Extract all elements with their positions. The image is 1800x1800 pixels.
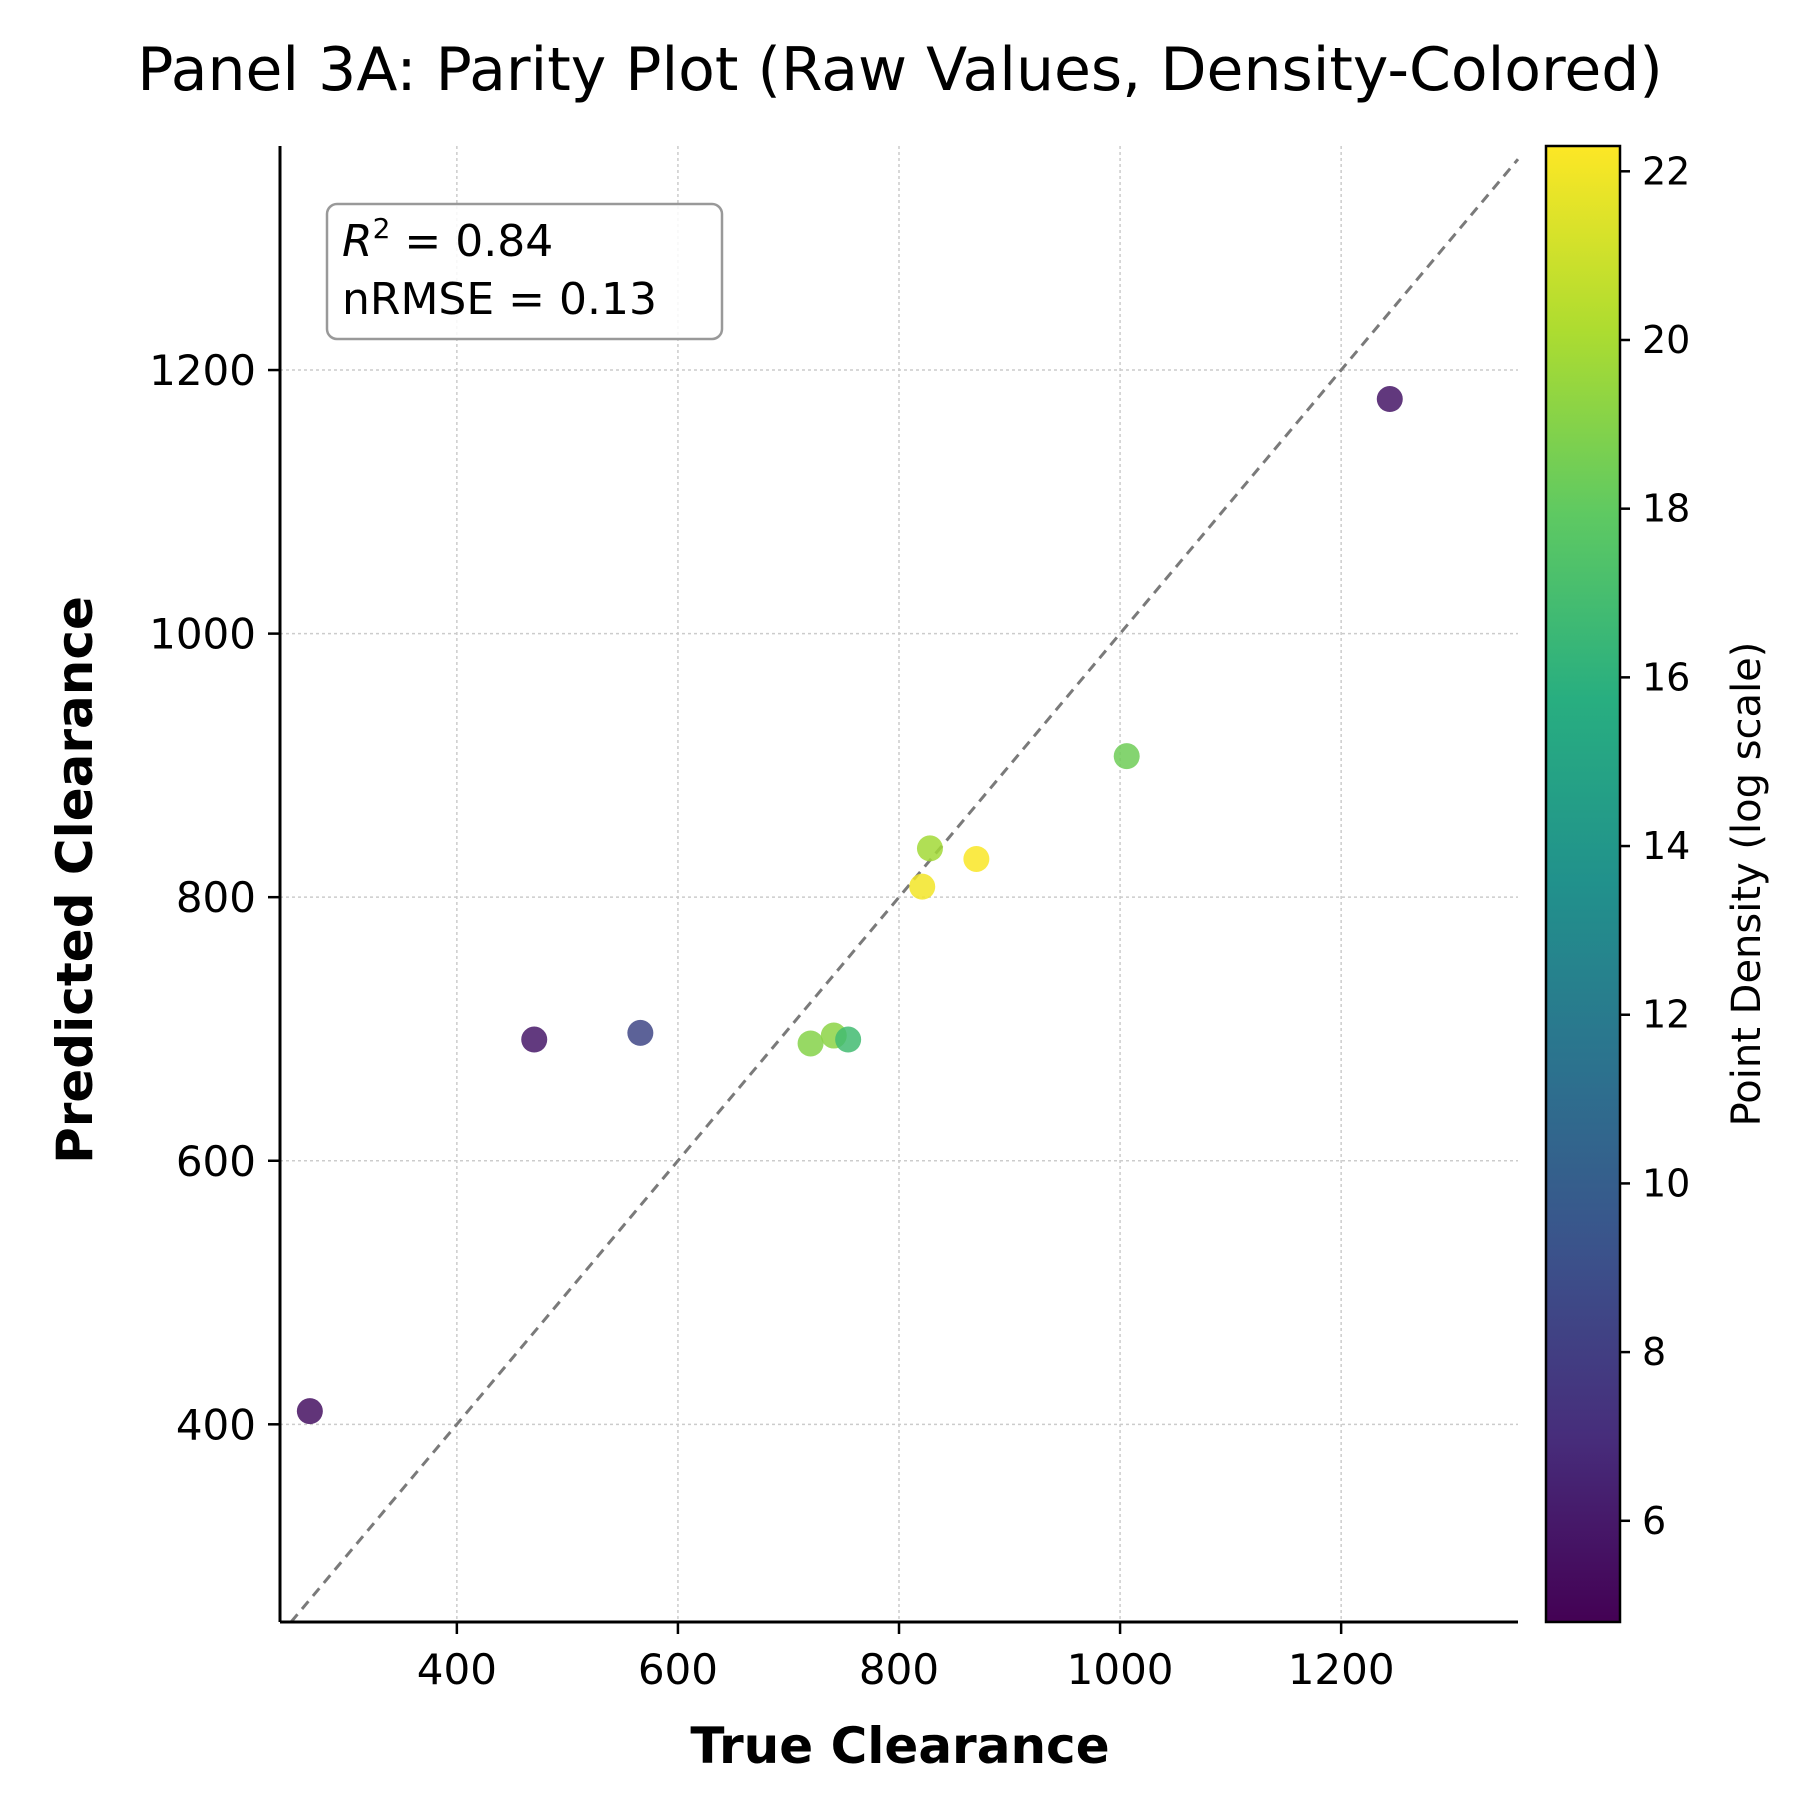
identity-line-layer xyxy=(289,158,1520,1623)
data-point xyxy=(909,873,936,900)
x-axis-label: True Clearance xyxy=(690,1717,1109,1775)
y-tick-label: 600 xyxy=(176,1137,256,1186)
colorbar-tick-label: 12 xyxy=(1642,993,1690,1037)
x-tick-label: 1200 xyxy=(1288,1645,1395,1694)
data-point xyxy=(797,1030,824,1057)
data-point xyxy=(627,1019,654,1046)
data-point xyxy=(963,845,990,872)
colorbar-ticks: 6 8 10 12 14 16 18 20 22 xyxy=(1620,149,1690,1543)
colorbar-tick-label: 18 xyxy=(1642,487,1690,531)
stats-box: R2 = 0.84 nRMSE = 0.13 xyxy=(325,202,724,341)
colorbar-tick-label: 6 xyxy=(1642,1499,1666,1543)
r2-label: R2 = 0.84 xyxy=(342,212,553,267)
y-tick-label: 1200 xyxy=(149,346,256,395)
x-tick-label: 1000 xyxy=(1067,1645,1174,1694)
x-tick-label: 400 xyxy=(417,1645,497,1694)
colorbar-tick-label: 10 xyxy=(1642,1161,1690,1205)
chart-title: Panel 3A: Parity Plot (Raw Values, Densi… xyxy=(137,35,1663,105)
colorbar-gradient xyxy=(1544,144,1622,1624)
y-tick-label: 1000 xyxy=(149,610,256,659)
colorbar-tick-label: 16 xyxy=(1642,655,1690,699)
data-point xyxy=(1113,743,1140,770)
y-axis-label: Predicted Clearance xyxy=(46,596,104,1164)
y-tick-label: 400 xyxy=(176,1400,256,1449)
x-tick-label: 600 xyxy=(638,1645,718,1694)
colorbar-tick-label: 20 xyxy=(1642,318,1690,362)
colorbar-label: Point Density (log scale) xyxy=(1724,642,1770,1127)
grid xyxy=(280,146,1518,1622)
data-point xyxy=(835,1026,862,1053)
colorbar-tick-label: 8 xyxy=(1642,1330,1666,1374)
identity-line xyxy=(289,158,1520,1623)
colorbar-tick-label: 22 xyxy=(1642,149,1690,193)
data-point xyxy=(916,835,943,862)
y-tick-label: 800 xyxy=(176,873,256,922)
points-layer xyxy=(296,386,1403,1425)
data-point xyxy=(1376,386,1403,413)
colorbar: 6 8 10 12 14 16 18 20 22 Point Density (log scal… xyxy=(1544,144,1770,1624)
data-point xyxy=(521,1026,548,1053)
x-tick-label: 800 xyxy=(859,1645,939,1694)
nrmse-label: nRMSE = 0.13 xyxy=(342,274,657,325)
data-point xyxy=(296,1398,323,1425)
stats-box-frame xyxy=(325,202,724,341)
axes: 400 600 800 1000 1200 400 600 800 1000 1200 xyxy=(149,146,1518,1694)
colorbar-tick-label: 14 xyxy=(1642,824,1690,868)
